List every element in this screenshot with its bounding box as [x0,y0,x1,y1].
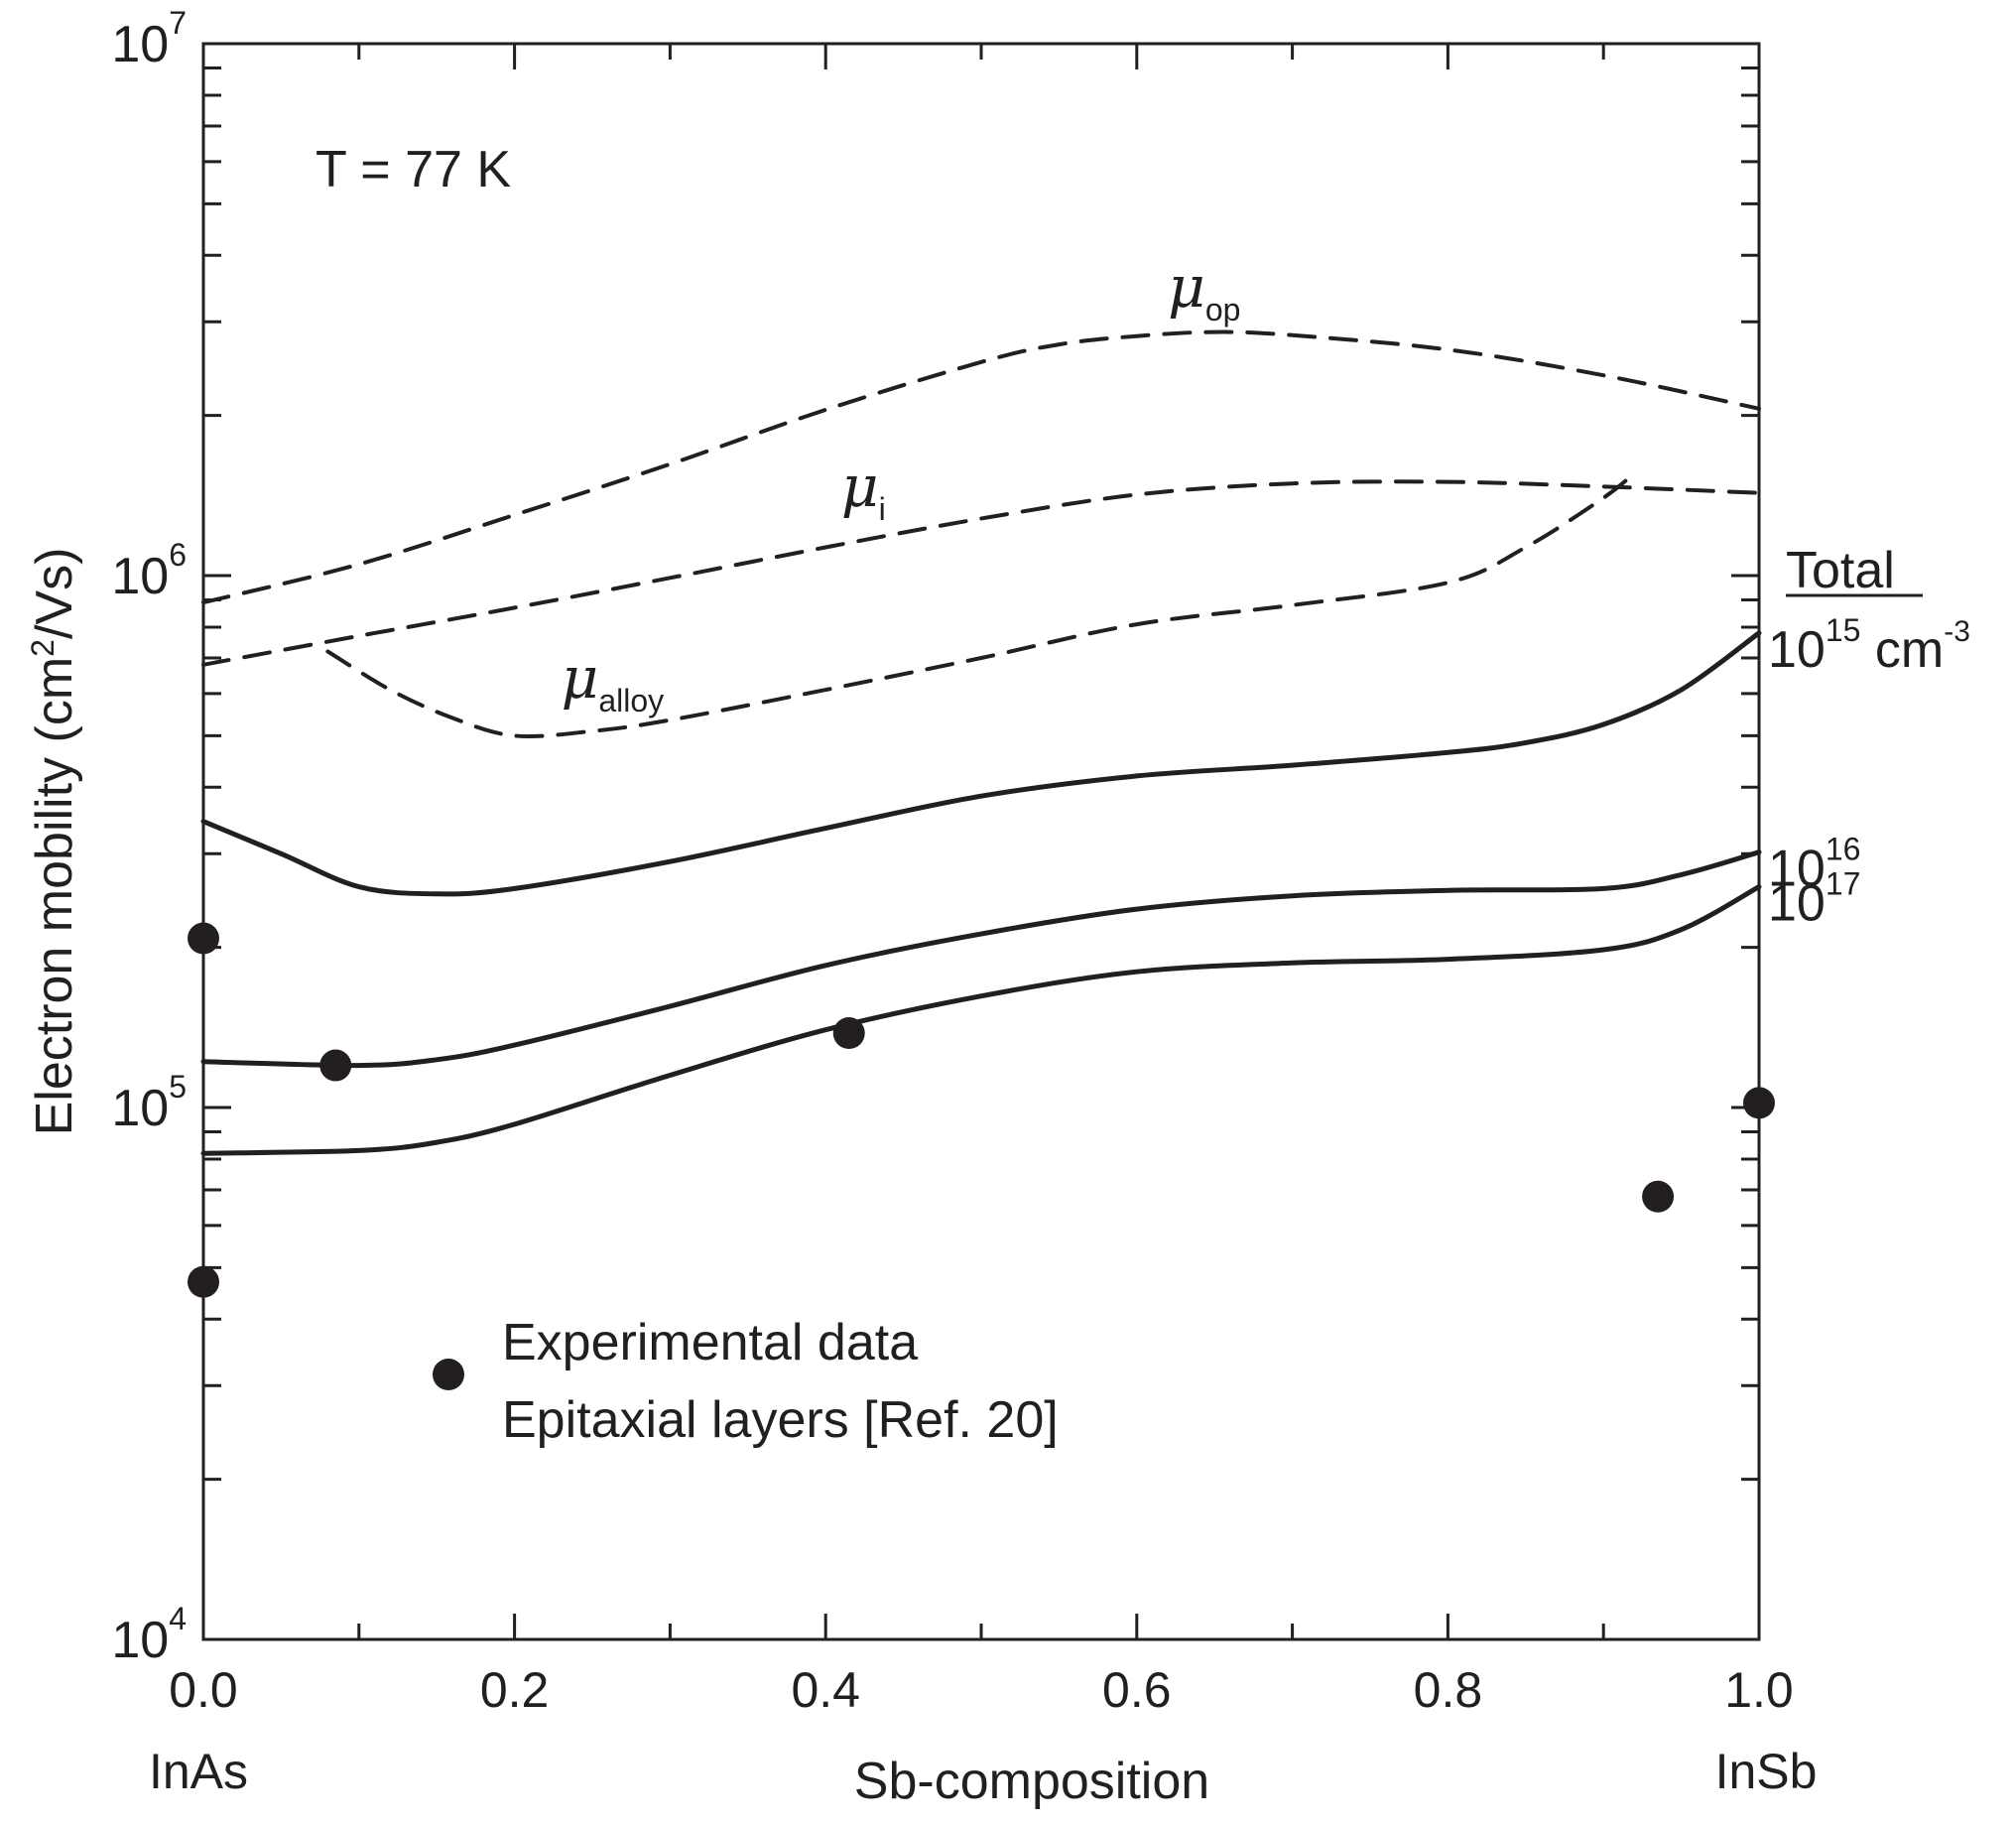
x-tick-label: 0.0 [169,1662,238,1718]
x-endpoint-label-insb: InSb [1715,1744,1818,1799]
end-label-total-10-17-cm-3: 1017 [1768,866,1860,933]
data-point [188,922,219,955]
data-point [1743,1087,1775,1119]
x-tick-label: 0.2 [480,1662,550,1718]
series-line--i [201,479,1761,667]
series-label--alloy: μalloy [562,644,665,718]
series-layer [200,329,1762,1156]
data-point [188,1265,219,1298]
temperature-label: T = 77 K [315,141,511,198]
data-point [319,1049,352,1082]
end-label-total-10-15-cm-3: 1015 cm-3 [1768,612,1970,679]
x-tick-label: 1.0 [1724,1662,1794,1718]
series-line-total-10-17-cm-3 [200,884,1762,1156]
x-axis-label: Sb-composition [854,1753,1209,1810]
y-tick-label: 107 [111,5,187,73]
series-line--op [201,329,1761,605]
y-axis-label: Electron mobility (cm2/Vs) [25,548,83,1136]
y-tick-label: 104 [111,1601,187,1669]
data-point [832,1017,865,1050]
x-endpoint-label-inas: InAs [149,1744,248,1799]
x-tick-labels: 0.0 0.2 0.4 0.6 0.8 1.0 [169,1662,1794,1718]
legend-marker [433,1359,464,1390]
series-label--i: μi [841,453,886,527]
legend-line-1: Experimental data [502,1314,918,1371]
series-line-total-10-16-cm-3 [200,849,1762,1069]
x-tick-label: 0.4 [791,1662,860,1718]
series-line-total-10-15-cm-3 [200,630,1762,897]
legend-line-2: Epitaxial layers [Ref. 20] [502,1391,1059,1449]
scatter-points [188,922,1775,1298]
data-point [1642,1180,1675,1213]
series-line--alloy [325,470,1637,739]
end-label-total-10-16-cm-3: 1016 [1768,832,1860,898]
y-tick-label: 106 [111,537,187,605]
axis-ticks [201,42,1761,1641]
total-header: Total [1786,542,1895,599]
x-tick-label: 0.8 [1414,1662,1483,1718]
legend: Experimental data Epitaxial layers [Ref.… [433,1314,1059,1449]
y-tick-labels: 104 105 106 107 [111,5,187,1669]
series-label--op: μop [1168,253,1240,327]
x-tick-label: 0.6 [1102,1662,1172,1718]
y-tick-label: 105 [111,1069,187,1137]
